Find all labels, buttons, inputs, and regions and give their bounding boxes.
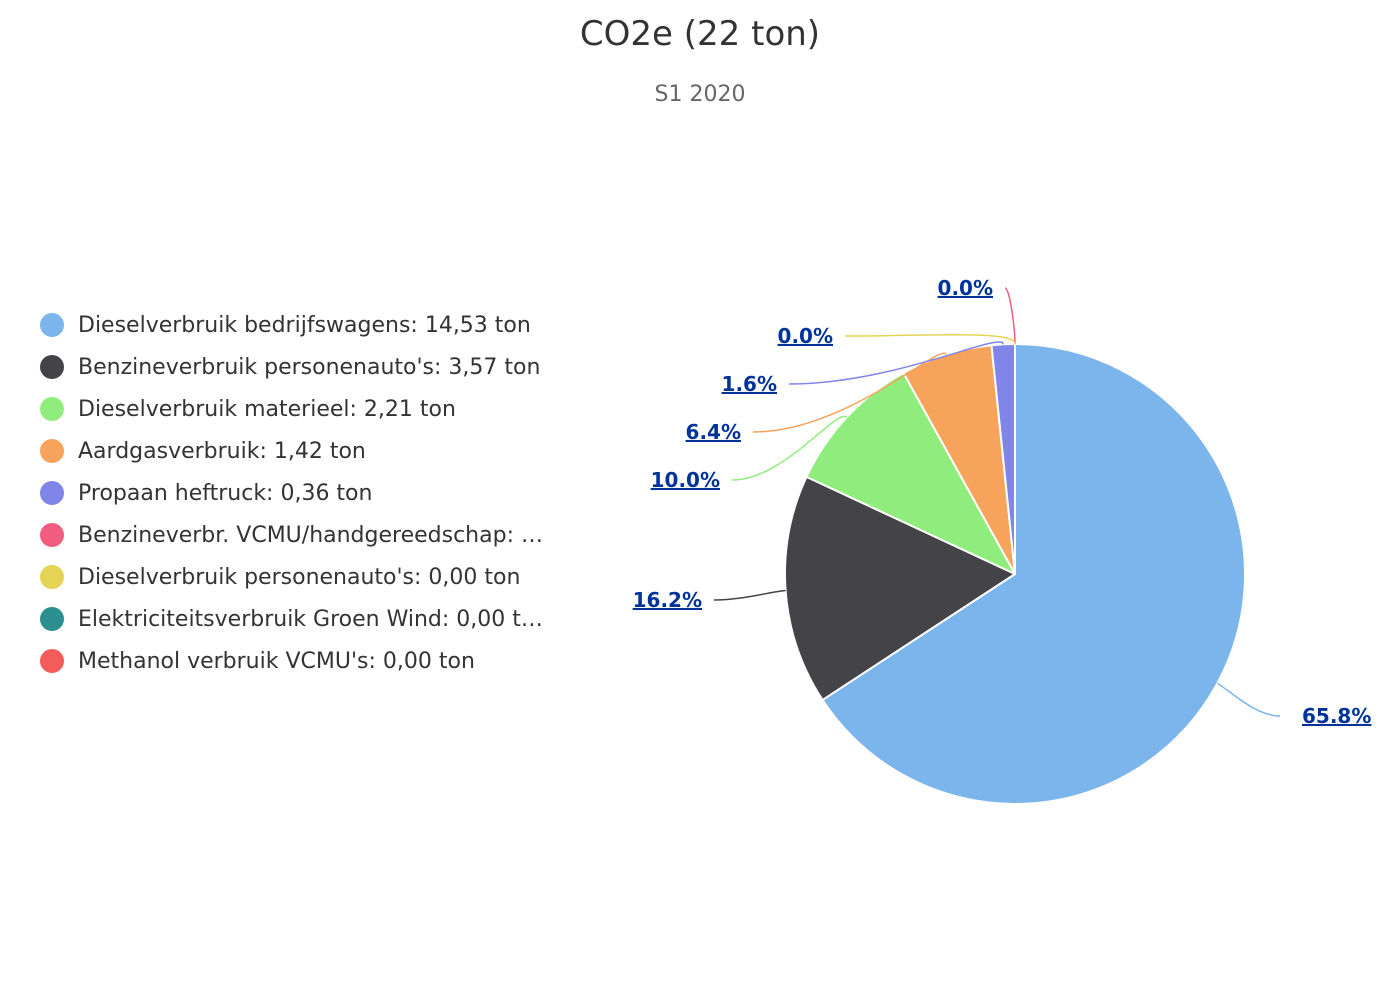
data-label-benzineverbruik-personenauto-s[interactable]: 16.2% xyxy=(633,588,702,612)
chart-title: CO2e (22 ton) xyxy=(579,14,821,54)
legend-swatch-icon xyxy=(40,397,64,421)
connector-propaan-heftruck xyxy=(788,341,1004,385)
data-labels: 65.8%16.2%10.0%6.4%1.6%0.0%0.0% xyxy=(633,276,1372,728)
pie-slices xyxy=(784,343,1246,805)
pie-slice-dieselverbruik-materieel[interactable] xyxy=(805,371,1016,575)
legend-item-dieselverbruik-personenautos[interactable]: Dieselverbruik personenauto's: 0,00 ton xyxy=(40,556,600,598)
legend-swatch-icon xyxy=(40,439,64,463)
data-label-dieselverbruik-materieel[interactable]: 10.0% xyxy=(651,468,720,492)
legend-swatch-icon xyxy=(40,355,64,379)
pie-slice-benzineverbruik-personenauto-s[interactable] xyxy=(784,475,1016,701)
legend-swatch-icon xyxy=(40,565,64,589)
legend-item-benzineverbr-vcmu[interactable]: Benzineverbr. VCMU/handgereedschap: … xyxy=(40,514,600,556)
data-label-benzineverbr-vcmu-handgereedschap[interactable]: 0.0% xyxy=(938,276,993,300)
legend-item-dieselverbruik-bedrijfswagens[interactable]: Dieselverbruik bedrijfswagens: 14,53 ton xyxy=(40,304,600,346)
chart-subtitle: S1 2020 xyxy=(654,82,746,107)
pie-slice-dieselverbruik-bedrijfswagens[interactable] xyxy=(821,343,1246,805)
legend-item-benzineverbruik-personenautos[interactable]: Benzineverbruik personenauto's: 3,57 ton xyxy=(40,346,600,388)
legend-item-methanol-verbruik-vcmu[interactable]: Methanol verbruik VCMU's: 0,00 ton xyxy=(40,640,600,682)
chart-legend: Dieselverbruik bedrijfswagens: 14,53 ton… xyxy=(40,304,600,682)
data-label-dieselverbruik-personenauto-s[interactable]: 0.0% xyxy=(778,324,833,348)
data-label-dieselverbruik-bedrijfswagens[interactable]: 65.8% xyxy=(1302,704,1371,728)
label-connectors xyxy=(713,287,1281,717)
connector-dieselverbruik-personenauto-s xyxy=(844,333,1016,345)
legend-item-propaan-heftruck[interactable]: Propaan heftruck: 0,36 ton xyxy=(40,472,600,514)
connector-aardgasverbruik xyxy=(752,352,947,433)
data-label-propaan-heftruck[interactable]: 1.6% xyxy=(722,372,777,396)
legend-item-dieselverbruik-materieel[interactable]: Dieselverbruik materieel: 2,21 ton xyxy=(40,388,600,430)
data-label-aardgasverbruik[interactable]: 6.4% xyxy=(686,420,741,444)
legend-swatch-icon xyxy=(40,607,64,631)
legend-item-elektriciteitsverbruik-groen-wind[interactable]: Elektriciteitsverbruik Groen Wind: 0,00 … xyxy=(40,598,600,640)
legend-swatch-icon xyxy=(40,523,64,547)
connector-dieselverbruik-materieel xyxy=(731,415,848,481)
connector-dieselverbruik-bedrijfswagens xyxy=(1216,682,1281,717)
legend-swatch-icon xyxy=(40,649,64,673)
connector-benzineverbr-vcmu-handgereedschap xyxy=(1004,287,1016,345)
legend-item-aardgasverbruik[interactable]: Aardgasverbruik: 1,42 ton xyxy=(40,430,600,472)
legend-swatch-icon xyxy=(40,481,64,505)
legend-swatch-icon xyxy=(40,313,64,337)
connector-benzineverbruik-personenauto-s xyxy=(713,589,786,601)
